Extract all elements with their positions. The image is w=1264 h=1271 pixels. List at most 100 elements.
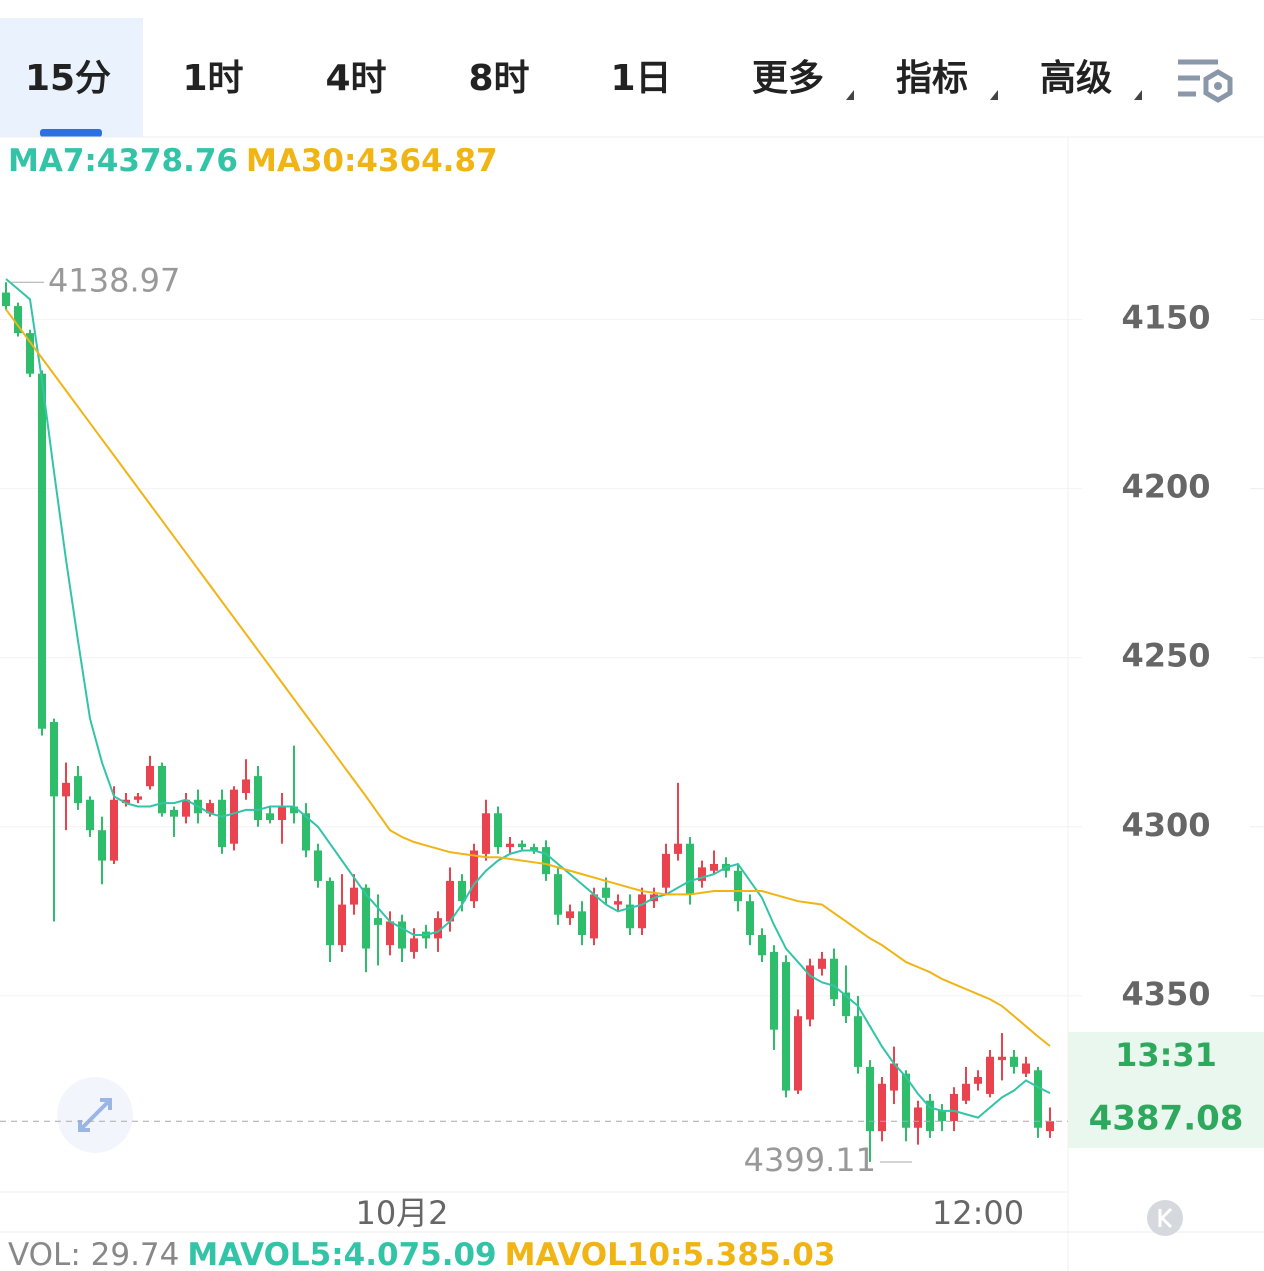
candle-body (686, 843, 694, 895)
tab-label[interactable]: 1日 (610, 58, 671, 99)
candle-body (446, 880, 454, 922)
active-tab-indicator (40, 129, 102, 137)
candle-body (302, 813, 310, 851)
candle-body (986, 1056, 994, 1094)
candle-body (86, 799, 94, 831)
candle-body (998, 1056, 1006, 1061)
legend-entry: MA7:4378.76 (8, 143, 238, 179)
last-price-label: 4387.08 (1089, 1099, 1244, 1139)
candle-body (962, 1083, 970, 1101)
candle-body (902, 1073, 910, 1128)
candle-body (950, 1093, 958, 1121)
candle-body (410, 938, 418, 952)
ma-line (5, 308, 1051, 1047)
tab-label[interactable]: 1时 (182, 58, 243, 99)
candle-body (746, 901, 754, 936)
candle-body (710, 864, 718, 871)
candle-body (782, 962, 790, 1091)
y-tick-label: 4200 (1121, 468, 1210, 506)
candle-body (938, 1110, 946, 1121)
tab-label[interactable]: 高级 (1040, 58, 1112, 99)
candle-body (1010, 1056, 1018, 1067)
candle-body (842, 992, 850, 1017)
candle-body (506, 843, 514, 848)
candle-body (338, 904, 346, 946)
candle-body (542, 847, 550, 875)
volume-legend-entry: MAVOL10:5.385.03 (505, 1237, 836, 1271)
scroll-bg (1147, 1200, 1183, 1236)
candle-body (494, 813, 502, 848)
candle-body (530, 847, 538, 851)
tab-label[interactable]: 4时 (325, 58, 386, 99)
candle-body (350, 887, 358, 905)
y-tick-label: 4350 (1121, 975, 1210, 1013)
icon-dot (1214, 82, 1222, 90)
candle-body (734, 870, 742, 902)
candle-body (182, 799, 190, 817)
candle-body (62, 782, 70, 797)
candle-body (98, 830, 106, 861)
countdown: 13:31 (1115, 1036, 1217, 1074)
ma-legend: MA7:4378.76 MA30:4364.87 (8, 143, 498, 179)
min-marker-label: 4399.11 (744, 1141, 876, 1179)
expand-glyph (78, 1098, 112, 1132)
candle-body (110, 799, 118, 861)
candle-body (1022, 1063, 1030, 1074)
candle-body (890, 1063, 898, 1091)
tab-label[interactable]: 15分 (25, 58, 111, 99)
volume-legend-entry: VOL: 29.74 (8, 1237, 179, 1271)
candle-body (398, 921, 406, 949)
tab-label[interactable]: 8时 (468, 58, 529, 99)
candle-body (806, 965, 814, 1020)
candle-body (146, 765, 154, 787)
candle-body (614, 901, 622, 905)
scroll-latest-button[interactable] (1147, 1200, 1183, 1236)
tab-label[interactable]: 指标 (896, 58, 968, 99)
candle-body (374, 918, 382, 925)
candle-body (638, 894, 646, 929)
dropdown-caret (990, 90, 998, 100)
candle-body (818, 958, 826, 969)
legend-entry: MA30:4364.87 (246, 143, 498, 179)
candle-body (170, 809, 178, 817)
candle-body (254, 776, 262, 821)
candle-body (290, 806, 298, 814)
candle-body (434, 918, 442, 939)
expand-button[interactable] (57, 1077, 133, 1153)
candle-body (206, 803, 214, 814)
icon-hex (1203, 69, 1233, 103)
candle-body (1034, 1070, 1042, 1128)
candle-body (158, 765, 166, 814)
candle-body (50, 721, 58, 797)
x-tick-label: 12:00 (932, 1194, 1024, 1232)
candle-body (878, 1083, 886, 1132)
y-tick-label: 4300 (1121, 806, 1210, 844)
y-tick-label: 4150 (1121, 299, 1210, 337)
candle-body (134, 796, 142, 800)
candle-body (38, 373, 46, 729)
tab-label[interactable]: 更多 (752, 58, 824, 99)
candle-body (674, 843, 682, 854)
candle-body (230, 789, 238, 844)
candle-body (794, 1016, 802, 1091)
max-marker-label: 4138.97 (48, 261, 180, 299)
ma-line (5, 278, 1051, 1119)
candle-body (926, 1100, 934, 1132)
candle-body (854, 1016, 862, 1067)
candle-body (590, 894, 598, 939)
candle-body (566, 911, 574, 919)
candle-body (26, 333, 34, 374)
candle-body (914, 1107, 922, 1128)
dropdown-caret (846, 90, 854, 100)
candle-body (482, 813, 490, 854)
candle-body (314, 850, 322, 881)
candle-body (866, 1066, 874, 1132)
candle-body (662, 853, 670, 888)
candle-body (458, 880, 466, 902)
candle-body (770, 951, 778, 1030)
active-tab-bg (0, 18, 143, 137)
dropdown-caret (1134, 90, 1142, 100)
candle-body (278, 806, 286, 821)
settings-icon[interactable] (1178, 59, 1233, 103)
